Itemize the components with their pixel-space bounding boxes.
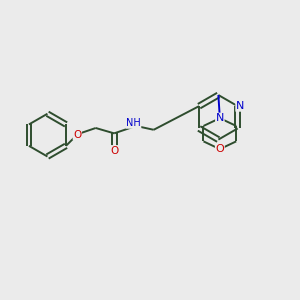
Text: NH: NH (126, 118, 141, 128)
Text: O: O (110, 146, 118, 156)
Text: N: N (236, 101, 244, 111)
Text: O: O (73, 130, 81, 140)
Text: N: N (216, 113, 224, 123)
Text: O: O (215, 144, 224, 154)
